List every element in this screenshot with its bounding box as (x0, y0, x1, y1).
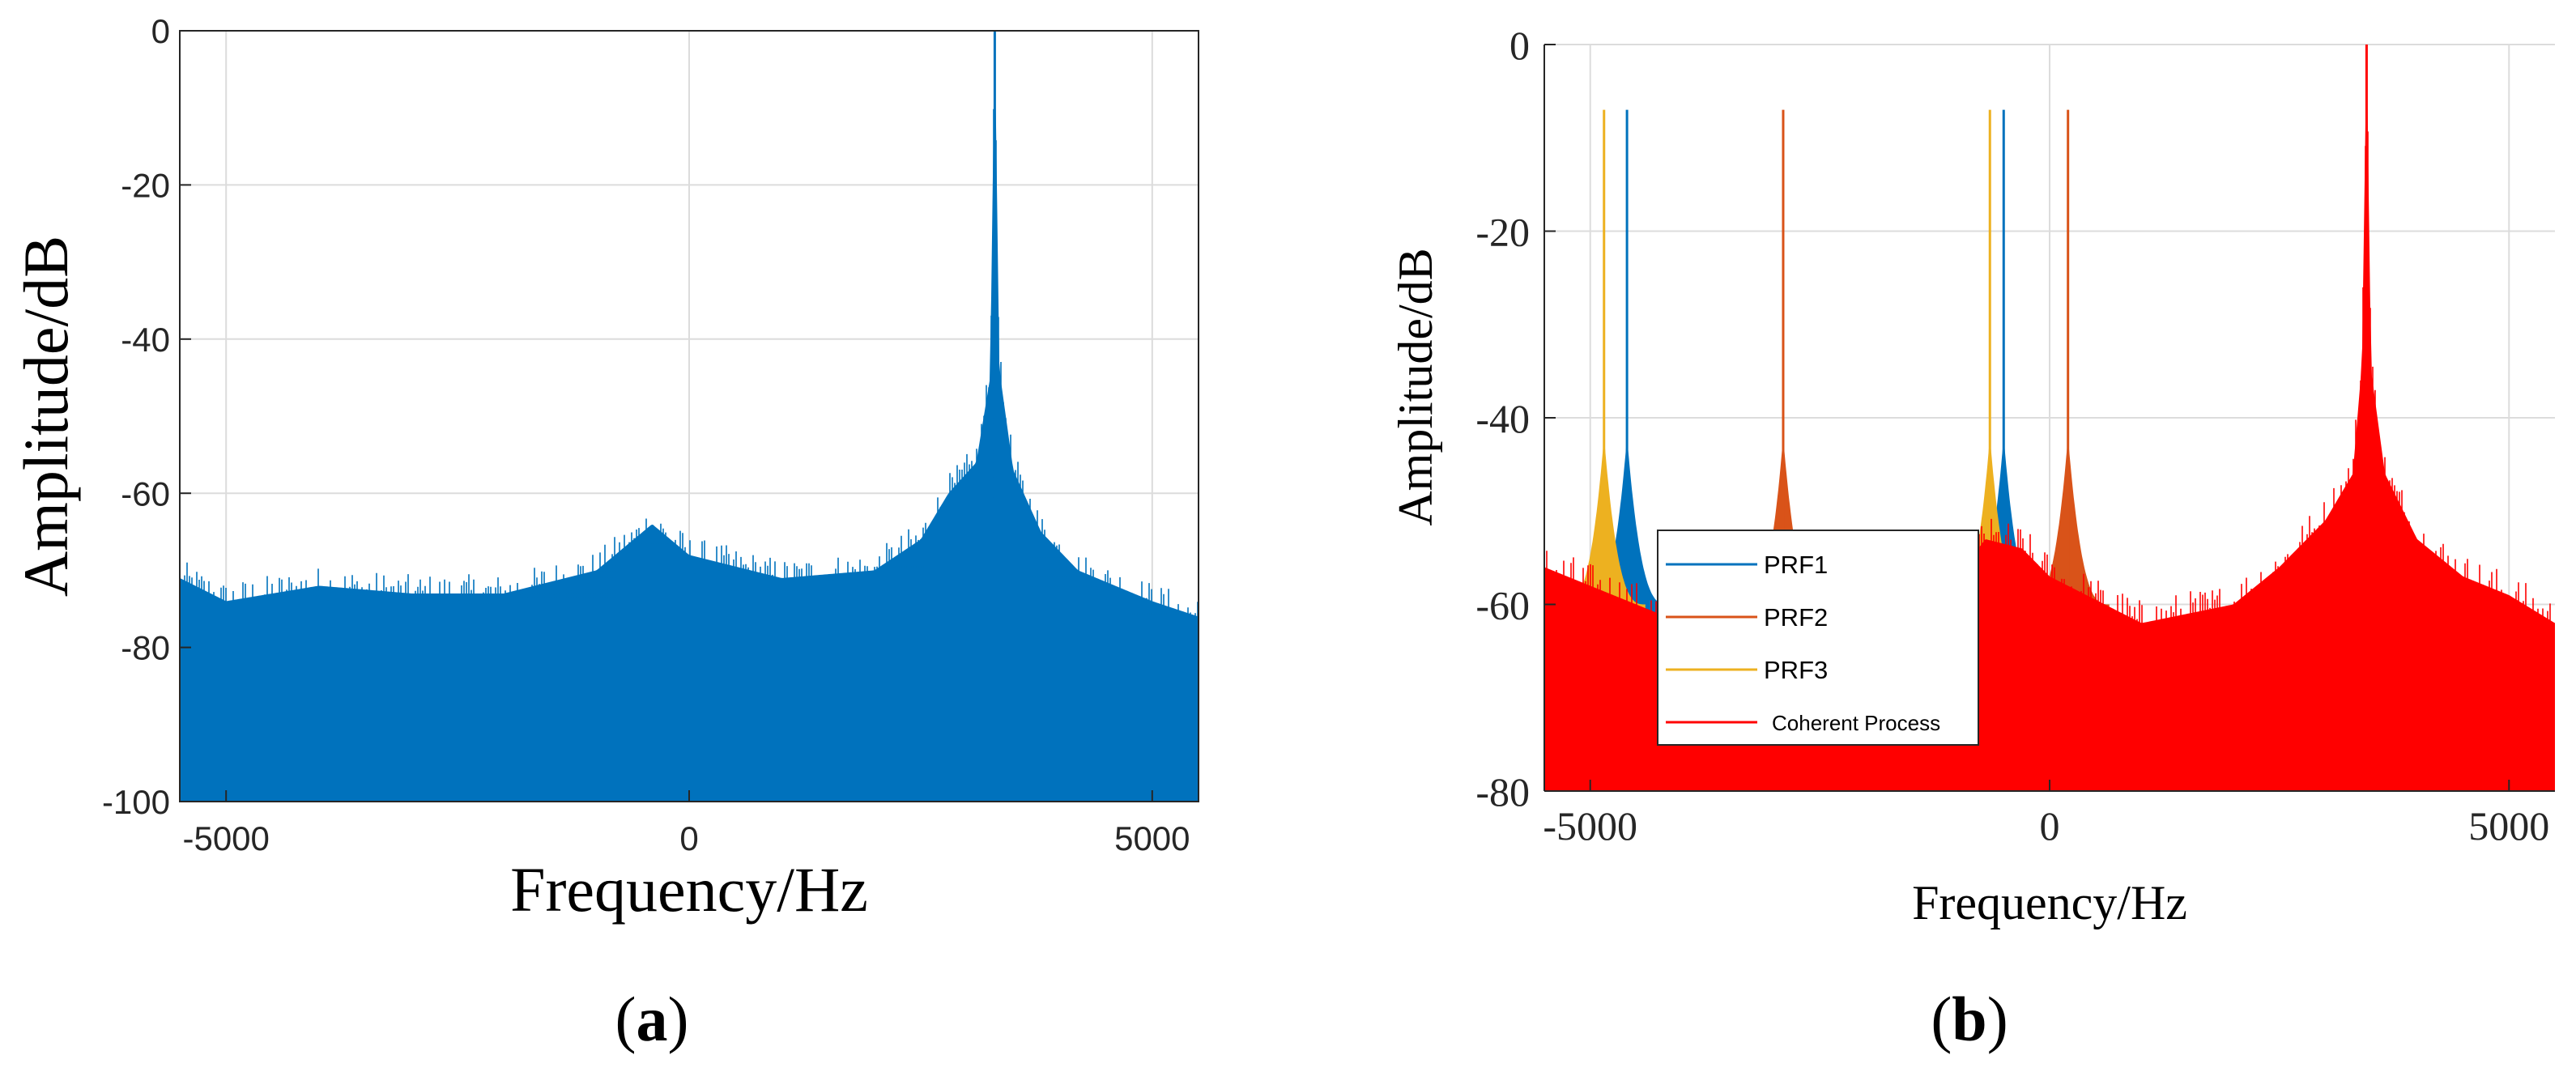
legend-label-prf1: PRF1 (1764, 551, 1828, 579)
panel-a-y-tick-label: -40 (121, 321, 170, 359)
panel-b-y-tick-label: -60 (1475, 583, 1530, 628)
panel-a-y-ticks: 0 -20 -40 -60 -80 -100 (102, 12, 191, 821)
panel-b-y-ticks: 0 -20 -40 -60 -80 (1475, 23, 1556, 815)
panel-a-x-tick-label: 5000 (1114, 819, 1190, 857)
legend-label-prf2: PRF2 (1764, 603, 1828, 632)
panel-a-plot (180, 31, 1199, 802)
panel-a-y-tick-label: -60 (121, 474, 170, 513)
panel-a: 0 -20 -40 -60 -80 -100 -5000 0 5000 Frequency/H… (11, 12, 1199, 1054)
panel-b-x-label: Frequency/Hz (1912, 876, 2187, 929)
legend-label-prf3: PRF3 (1764, 656, 1828, 684)
panel-b-y-tick-label: -20 (1475, 210, 1530, 255)
panel-a-y-tick-label: 0 (151, 12, 170, 50)
panel-b-x-ticks: -5000 0 5000 (1543, 780, 2549, 849)
panel-b-x-tick-label: 0 (2040, 803, 2060, 849)
panel-a-y-tick-label: -80 (121, 629, 170, 667)
panel-b-legend: PRF1 PRF2 PRF3 Coherent Process (1657, 530, 1979, 746)
panel-a-caption: (a) (615, 984, 689, 1054)
panel-b-y-label: Amplitude/dB (1389, 248, 1442, 525)
panel-b-y-tick-label: 0 (1509, 23, 1530, 68)
panel-a-y-label: Amplitude/dB (11, 236, 81, 597)
panel-a-x-tick-label: -5000 (182, 819, 269, 857)
panel-a-series-spectrum-trace (180, 108, 1199, 802)
panel-b-y-tick-label: -40 (1475, 396, 1530, 441)
panel-a-y-tick-label: -20 (121, 167, 170, 205)
panel-a-x-tick-label: 0 (679, 819, 698, 857)
panel-b-x-tick-label: -5000 (1543, 803, 1637, 849)
panel-a-x-ticks: -5000 0 5000 (182, 790, 1190, 857)
panel-b-caption: (b) (1931, 984, 2008, 1054)
panel-b-y-tick-label: -80 (1475, 769, 1530, 815)
legend-label-coherent: Coherent Process (1772, 711, 1940, 735)
panel-b: 0 -20 -40 -60 -80 -5000 0 5000 Frequency/Hz Am… (1389, 23, 2555, 1054)
panel-a-y-tick-label: -100 (102, 783, 170, 821)
panel-b-x-tick-label: 5000 (2468, 803, 2549, 849)
panel-a-x-label: Frequency/Hz (510, 854, 868, 925)
legend-box (1657, 530, 1979, 746)
